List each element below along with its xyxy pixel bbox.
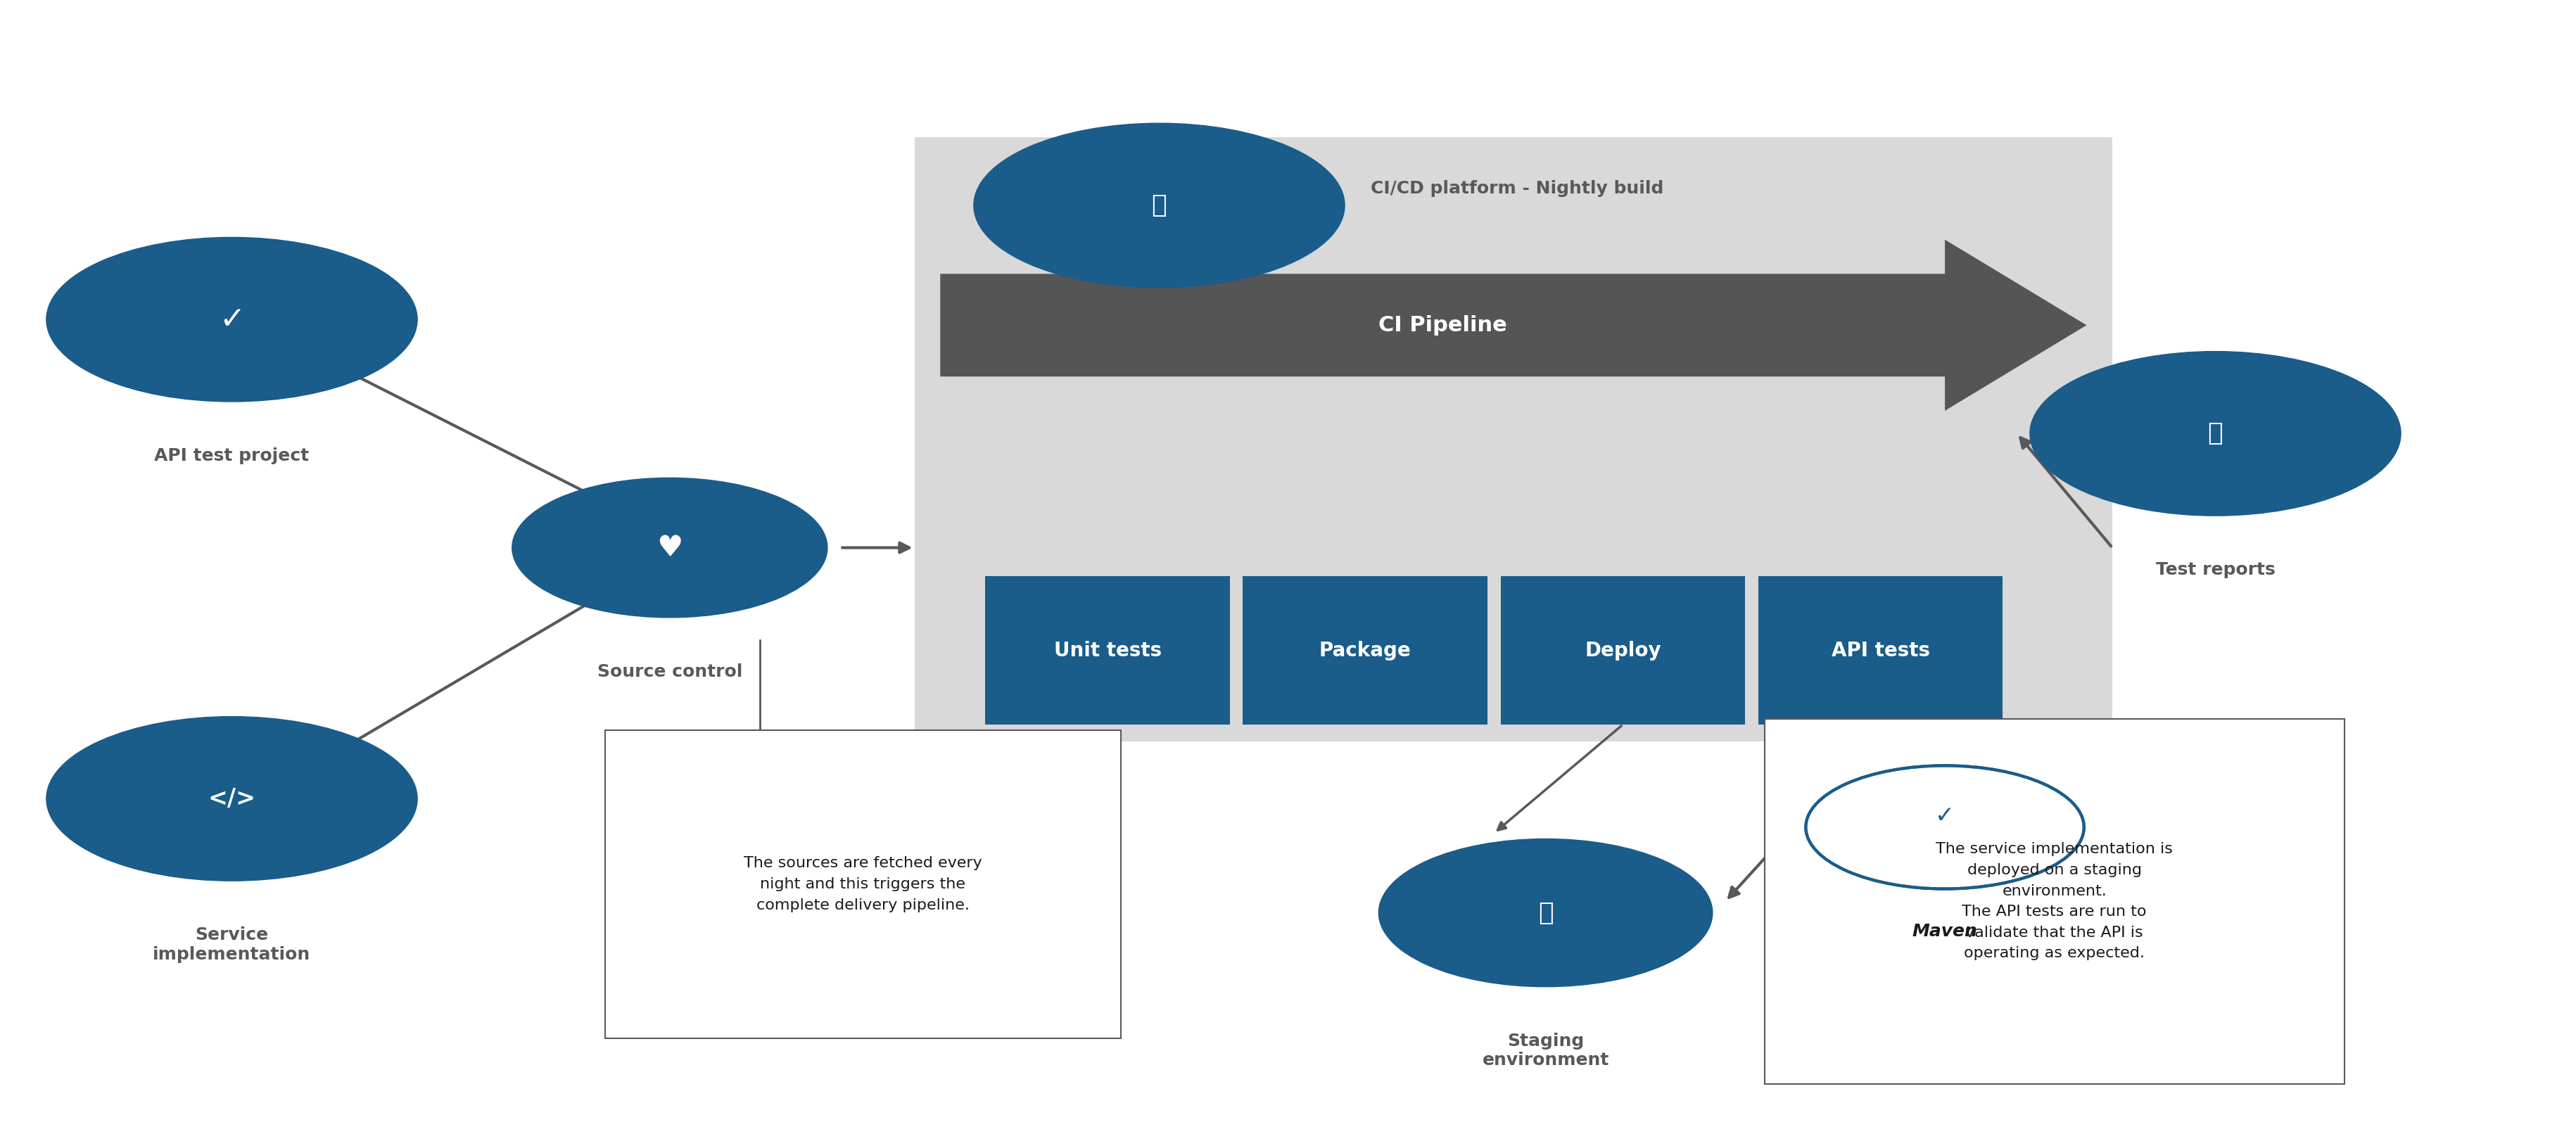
Text: CI/CD platform - Nightly build: CI/CD platform - Nightly build: [1370, 180, 1664, 196]
Circle shape: [974, 123, 1345, 288]
Text: Service
implementation: Service implementation: [152, 926, 312, 963]
FancyBboxPatch shape: [984, 576, 1231, 725]
FancyBboxPatch shape: [1765, 719, 2344, 1084]
Text: Test reports: Test reports: [2156, 561, 2275, 578]
Text: The sources are fetched every
night and this triggers the
complete delivery pipe: The sources are fetched every night and …: [744, 857, 981, 912]
FancyBboxPatch shape: [1499, 576, 1744, 725]
FancyBboxPatch shape: [1757, 576, 2002, 725]
Circle shape: [46, 237, 417, 402]
Circle shape: [513, 478, 827, 617]
Text: Package: Package: [1319, 640, 1412, 661]
Text: ✓: ✓: [1935, 804, 1955, 827]
Text: </>: </>: [209, 787, 255, 810]
Text: API test project: API test project: [155, 447, 309, 464]
Circle shape: [2030, 351, 2401, 516]
FancyBboxPatch shape: [914, 137, 2112, 742]
Text: ♥: ♥: [657, 533, 683, 563]
Polygon shape: [940, 240, 2087, 411]
Text: 🌙: 🌙: [1151, 194, 1167, 217]
Text: 🌩: 🌩: [1538, 901, 1553, 924]
Text: 📊: 📊: [2208, 422, 2223, 445]
Circle shape: [1806, 766, 2084, 889]
Text: ✓: ✓: [219, 305, 245, 334]
Text: The service implementation is
deployed on a staging
environment.
The API tests a: The service implementation is deployed o…: [1935, 842, 2174, 961]
FancyBboxPatch shape: [605, 730, 1121, 1038]
Text: Unit tests: Unit tests: [1054, 640, 1162, 661]
Text: CI Pipeline: CI Pipeline: [1378, 315, 1507, 335]
FancyBboxPatch shape: [1242, 576, 1486, 725]
Text: Maven: Maven: [1911, 923, 1978, 940]
Text: Source control: Source control: [598, 663, 742, 680]
Text: API tests: API tests: [1832, 640, 1929, 661]
Circle shape: [1378, 839, 1713, 987]
Circle shape: [46, 717, 417, 881]
Text: Staging
environment: Staging environment: [1481, 1033, 1610, 1069]
Text: Deploy: Deploy: [1584, 640, 1662, 661]
